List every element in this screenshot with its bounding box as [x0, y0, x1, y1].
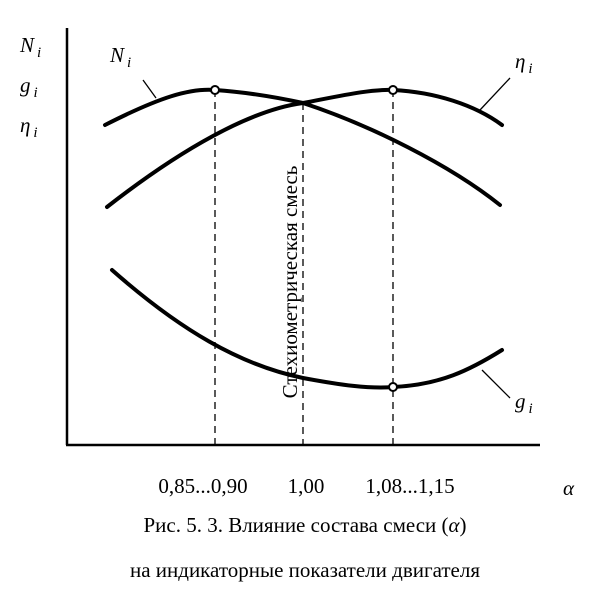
leader-line	[142, 79, 157, 99]
caption-symbol: α	[449, 513, 461, 537]
leader-line	[479, 77, 511, 111]
curve-eta	[105, 87, 504, 209]
caption-text: Рис. 5. 3. Влияние состава смеси (	[143, 513, 448, 537]
symbol: N	[19, 33, 35, 57]
x-tick-label: 0,85...0,90	[158, 474, 247, 498]
point	[210, 85, 220, 95]
symbol: N	[109, 43, 125, 67]
symbol: g	[20, 73, 31, 97]
caption-line: на индикаторные показатели двигателя	[130, 558, 480, 582]
subscript: i	[528, 61, 532, 77]
caption-text: )	[460, 513, 467, 537]
point	[388, 85, 398, 95]
subscript: i	[529, 401, 533, 417]
x-axis-label: α	[563, 476, 575, 500]
x-tick-label: 1,00	[288, 474, 325, 498]
curve-n	[103, 87, 502, 207]
caption-line: Рис. 5. 3. Влияние состава смеси (α)	[143, 513, 466, 537]
leader-line	[481, 369, 511, 399]
subscript: i	[37, 45, 41, 61]
subscript: i	[33, 125, 37, 141]
point	[388, 382, 398, 392]
symbol: g	[515, 389, 526, 413]
symbol: η	[515, 49, 525, 73]
annotation: Стехиометрическая смесь	[278, 166, 302, 399]
symbol: η	[20, 113, 30, 137]
subscript: i	[127, 55, 131, 71]
subscript: i	[34, 85, 38, 101]
curve-g	[110, 268, 504, 390]
x-tick-label: 1,08...1,15	[365, 474, 454, 498]
